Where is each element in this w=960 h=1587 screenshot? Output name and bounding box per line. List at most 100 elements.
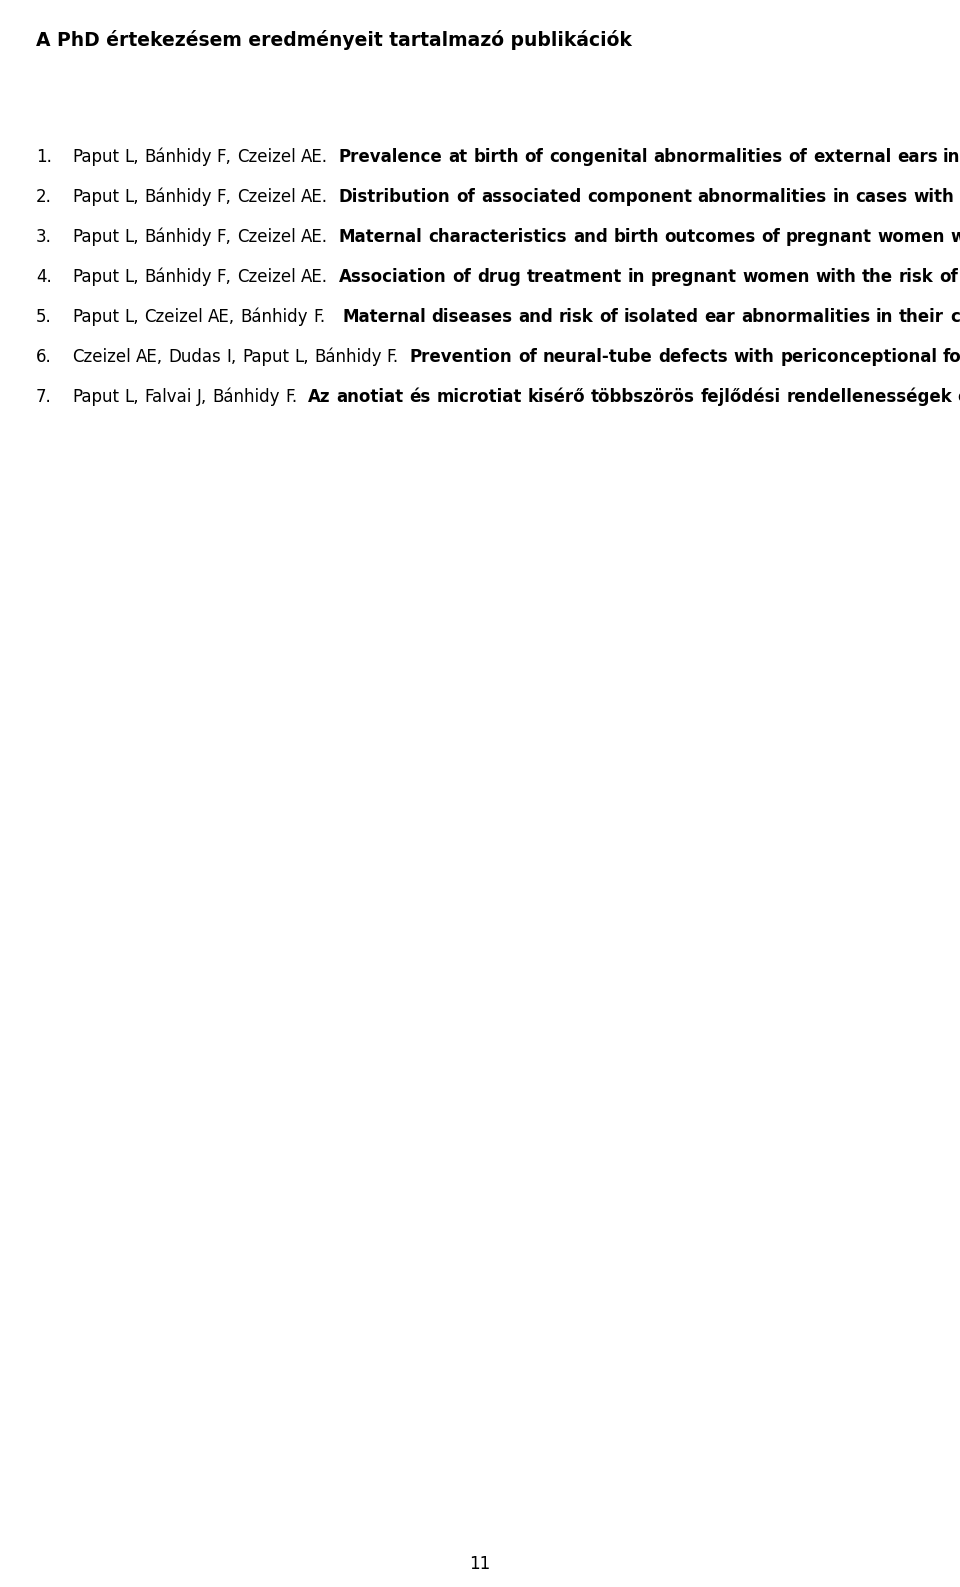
- Text: Paput: Paput: [72, 387, 119, 406]
- Text: Association: Association: [339, 268, 446, 286]
- Text: AE,: AE,: [136, 348, 163, 367]
- Text: Dudas: Dudas: [168, 348, 221, 367]
- Text: birth: birth: [613, 229, 659, 246]
- Text: F.: F.: [285, 387, 298, 406]
- Text: Distribution: Distribution: [339, 187, 450, 206]
- Text: Bánhidy: Bánhidy: [241, 308, 308, 327]
- Text: cases: cases: [855, 187, 908, 206]
- Text: AE.: AE.: [301, 148, 328, 167]
- Text: Bánhidy: Bánhidy: [144, 229, 211, 246]
- Text: ear: ear: [705, 308, 735, 325]
- Text: drug: drug: [477, 268, 520, 286]
- Text: congenital: congenital: [549, 148, 648, 167]
- Text: and: and: [573, 229, 608, 246]
- Text: pregnant: pregnant: [651, 268, 736, 286]
- Text: Maternal: Maternal: [342, 308, 426, 325]
- Text: isolated: isolated: [624, 308, 699, 325]
- Text: 3.: 3.: [36, 229, 52, 246]
- Text: associated: associated: [481, 187, 581, 206]
- Text: Czeizel: Czeizel: [237, 148, 296, 167]
- Text: 11: 11: [469, 1555, 491, 1573]
- Text: Bánhidy: Bánhidy: [314, 348, 381, 367]
- Text: and: and: [518, 308, 553, 325]
- Text: Czeizel: Czeizel: [237, 268, 296, 286]
- Text: 5.: 5.: [36, 308, 52, 325]
- Text: with: with: [914, 187, 954, 206]
- Text: AE,: AE,: [208, 308, 235, 325]
- Text: J,: J,: [197, 387, 207, 406]
- Text: Bánhidy: Bánhidy: [144, 268, 211, 287]
- Text: women: women: [742, 268, 809, 286]
- Text: Bánhidy: Bánhidy: [212, 387, 279, 406]
- Text: in: in: [628, 268, 645, 286]
- Text: I,: I,: [227, 348, 236, 367]
- Text: L,: L,: [124, 229, 139, 246]
- Text: F,: F,: [217, 268, 231, 286]
- Text: abnormalities: abnormalities: [741, 308, 871, 325]
- Text: Falvai: Falvai: [144, 387, 191, 406]
- Text: pregnant: pregnant: [786, 229, 872, 246]
- Text: Paput: Paput: [72, 268, 119, 286]
- Text: Paput: Paput: [242, 348, 289, 367]
- Text: abnormalities: abnormalities: [698, 187, 827, 206]
- Text: the: the: [862, 268, 893, 286]
- Text: 4.: 4.: [36, 268, 52, 286]
- Text: risk: risk: [899, 268, 933, 286]
- Text: Prevention: Prevention: [410, 348, 513, 367]
- Text: Maternal: Maternal: [339, 229, 422, 246]
- Text: Az: Az: [308, 387, 330, 406]
- Text: of: of: [788, 148, 807, 167]
- Text: F.: F.: [387, 348, 398, 367]
- Text: their: their: [900, 308, 944, 325]
- Text: 6.: 6.: [36, 348, 52, 367]
- Text: of: of: [599, 308, 618, 325]
- Text: többszörös: többszörös: [590, 387, 695, 406]
- Text: children.: children.: [949, 308, 960, 325]
- Text: of: of: [939, 268, 958, 286]
- Text: eloszlása.: eloszlása.: [958, 387, 960, 406]
- Text: anotiat: anotiat: [336, 387, 403, 406]
- Text: Bánhidy: Bánhidy: [144, 187, 211, 206]
- Text: at: at: [448, 148, 468, 167]
- Text: of: of: [524, 148, 543, 167]
- Text: external: external: [813, 148, 891, 167]
- Text: AE.: AE.: [301, 187, 328, 206]
- Text: of: of: [452, 268, 471, 286]
- Text: Prevalence: Prevalence: [339, 148, 443, 167]
- Text: Paput: Paput: [72, 308, 119, 325]
- Text: F,: F,: [217, 148, 231, 167]
- Text: birth: birth: [473, 148, 518, 167]
- Text: treatment: treatment: [526, 268, 622, 286]
- Text: abnormalities: abnormalities: [654, 148, 782, 167]
- Text: AE.: AE.: [301, 229, 328, 246]
- Text: L,: L,: [124, 148, 139, 167]
- Text: of: of: [761, 229, 780, 246]
- Text: Bánhidy: Bánhidy: [144, 148, 211, 167]
- Text: folic: folic: [943, 348, 960, 367]
- Text: component: component: [587, 187, 692, 206]
- Text: women: women: [877, 229, 946, 246]
- Text: characteristics: characteristics: [428, 229, 567, 246]
- Text: of: of: [456, 187, 475, 206]
- Text: Paput: Paput: [72, 148, 119, 167]
- Text: F,: F,: [217, 229, 231, 246]
- Text: in: in: [832, 187, 850, 206]
- Text: neural-tube: neural-tube: [542, 348, 653, 367]
- Text: defects: defects: [659, 348, 728, 367]
- Text: kisérő: kisérő: [527, 387, 585, 406]
- Text: Czeizel: Czeizel: [72, 348, 131, 367]
- Text: who: who: [950, 229, 960, 246]
- Text: in: in: [876, 308, 894, 325]
- Text: in: in: [943, 148, 960, 167]
- Text: L,: L,: [124, 387, 139, 406]
- Text: AE.: AE.: [301, 268, 328, 286]
- Text: fejlődési: fejlődési: [701, 387, 780, 406]
- Text: ears: ears: [897, 148, 937, 167]
- Text: Czeizel: Czeizel: [237, 229, 296, 246]
- Text: 1.: 1.: [36, 148, 52, 167]
- Text: outcomes: outcomes: [664, 229, 756, 246]
- Text: Paput: Paput: [72, 229, 119, 246]
- Text: with: with: [815, 268, 856, 286]
- Text: Paput: Paput: [72, 187, 119, 206]
- Text: 2.: 2.: [36, 187, 52, 206]
